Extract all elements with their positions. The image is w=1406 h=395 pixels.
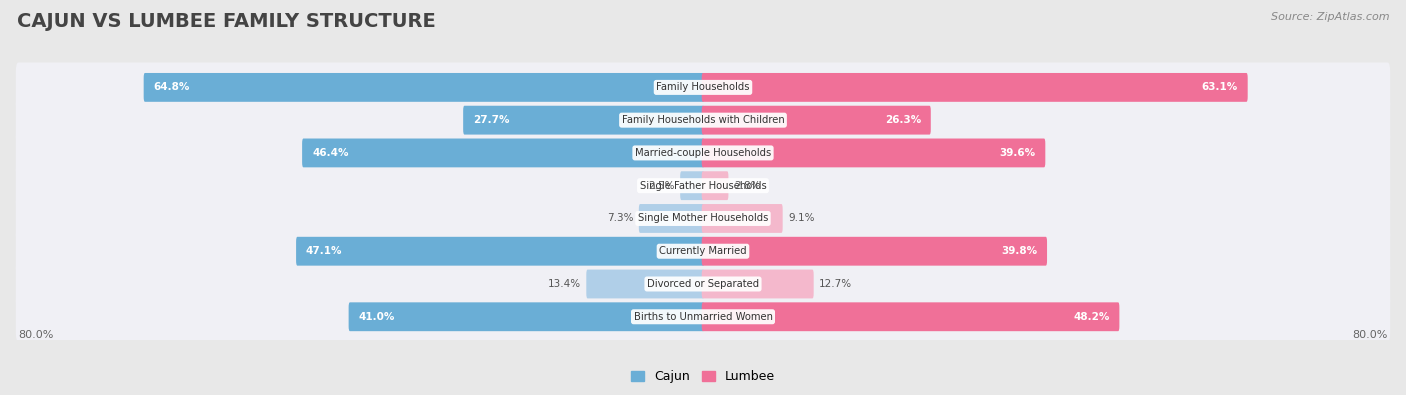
Text: Currently Married: Currently Married (659, 246, 747, 256)
FancyBboxPatch shape (302, 139, 704, 167)
Text: Births to Unmarried Women: Births to Unmarried Women (634, 312, 772, 322)
Text: 26.3%: 26.3% (884, 115, 921, 125)
Text: 39.6%: 39.6% (1000, 148, 1035, 158)
Text: 2.5%: 2.5% (648, 181, 675, 191)
FancyBboxPatch shape (681, 171, 704, 200)
FancyBboxPatch shape (349, 302, 704, 331)
FancyBboxPatch shape (463, 106, 704, 135)
Text: 80.0%: 80.0% (18, 330, 53, 340)
FancyBboxPatch shape (702, 106, 931, 135)
FancyBboxPatch shape (15, 95, 1391, 145)
FancyBboxPatch shape (143, 73, 704, 102)
FancyBboxPatch shape (15, 128, 1391, 178)
FancyBboxPatch shape (15, 259, 1391, 309)
FancyBboxPatch shape (702, 269, 814, 298)
FancyBboxPatch shape (15, 292, 1391, 342)
Text: Single Father Households: Single Father Households (640, 181, 766, 191)
Text: 64.8%: 64.8% (153, 83, 190, 92)
Text: CAJUN VS LUMBEE FAMILY STRUCTURE: CAJUN VS LUMBEE FAMILY STRUCTURE (17, 12, 436, 31)
Text: 2.8%: 2.8% (734, 181, 761, 191)
Text: 9.1%: 9.1% (789, 213, 814, 224)
FancyBboxPatch shape (15, 226, 1391, 276)
Text: 48.2%: 48.2% (1073, 312, 1109, 322)
FancyBboxPatch shape (702, 302, 1119, 331)
FancyBboxPatch shape (702, 73, 1247, 102)
FancyBboxPatch shape (702, 139, 1045, 167)
Text: 27.7%: 27.7% (472, 115, 509, 125)
FancyBboxPatch shape (15, 62, 1391, 112)
Text: Divorced or Separated: Divorced or Separated (647, 279, 759, 289)
Text: 47.1%: 47.1% (307, 246, 343, 256)
FancyBboxPatch shape (638, 204, 704, 233)
Text: Family Households: Family Households (657, 83, 749, 92)
Text: 41.0%: 41.0% (359, 312, 395, 322)
FancyBboxPatch shape (586, 269, 704, 298)
Text: Single Mother Households: Single Mother Households (638, 213, 768, 224)
FancyBboxPatch shape (702, 171, 728, 200)
FancyBboxPatch shape (297, 237, 704, 266)
Text: 80.0%: 80.0% (1353, 330, 1388, 340)
Text: Family Households with Children: Family Households with Children (621, 115, 785, 125)
Text: 7.3%: 7.3% (607, 213, 633, 224)
FancyBboxPatch shape (702, 237, 1047, 266)
Text: 46.4%: 46.4% (312, 148, 349, 158)
Text: 39.8%: 39.8% (1001, 246, 1038, 256)
Text: 63.1%: 63.1% (1202, 83, 1237, 92)
FancyBboxPatch shape (15, 161, 1391, 211)
Text: Source: ZipAtlas.com: Source: ZipAtlas.com (1271, 12, 1389, 22)
FancyBboxPatch shape (702, 204, 783, 233)
Legend: Cajun, Lumbee: Cajun, Lumbee (626, 365, 780, 388)
FancyBboxPatch shape (15, 194, 1391, 243)
Text: Married-couple Households: Married-couple Households (636, 148, 770, 158)
Text: 13.4%: 13.4% (547, 279, 581, 289)
Text: 12.7%: 12.7% (820, 279, 852, 289)
